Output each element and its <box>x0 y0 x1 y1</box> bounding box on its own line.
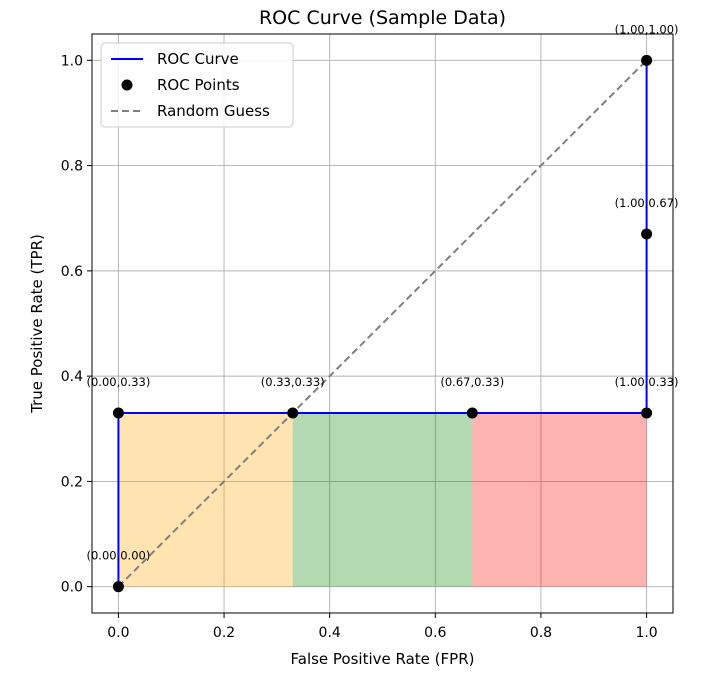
roc-point <box>641 54 653 66</box>
x-tick-label: 0.8 <box>530 625 552 641</box>
x-ticks: 0.0 0.2 0.4 0.6 0.8 1.0 <box>107 613 658 641</box>
plot-frame <box>91 33 674 614</box>
x-tick-label: 0.6 <box>424 625 446 641</box>
point-label: (1.00,0.33) <box>615 375 679 389</box>
point-label: (0.00,0.33) <box>86 375 150 389</box>
roc-point <box>641 407 653 419</box>
legend-label: Random Guess <box>157 102 270 120</box>
y-tick-label: 0.4 <box>61 369 83 385</box>
y-tick-label: 0.0 <box>61 580 83 596</box>
x-tick-label: 0.2 <box>213 625 235 641</box>
point-label: (0.00,0.00) <box>86 549 150 563</box>
random-guess-line <box>117 59 648 588</box>
point-label: (1.00,1.00) <box>615 22 679 36</box>
roc-point <box>287 407 299 419</box>
point-label: (1.00,0.67) <box>615 196 679 210</box>
x-tick-label: 0.0 <box>107 625 129 641</box>
shaded-region-3 <box>472 412 647 587</box>
legend-marker-points <box>121 79 133 91</box>
shaded-regions <box>118 412 647 587</box>
x-axis-label: False Positive Rate (FPR) <box>291 650 475 668</box>
x-tick-label: 0.4 <box>319 625 341 641</box>
y-tick-label: 0.8 <box>61 159 83 175</box>
legend-box <box>100 42 294 128</box>
point-label: (0.67,0.33) <box>440 375 504 389</box>
roc-point <box>112 581 124 593</box>
legend: ROC Curve ROC Points Random Guess <box>100 42 294 128</box>
roc-points <box>112 54 653 593</box>
roc-point <box>466 407 478 419</box>
legend-label: ROC Curve <box>157 50 239 68</box>
y-tick-label: 0.2 <box>61 474 83 490</box>
y-tick-label: 1.0 <box>61 53 83 69</box>
y-tick-label: 0.6 <box>61 264 83 280</box>
y-axis-label: True Positive Rate (TPR) <box>28 234 46 414</box>
shaded-region-2 <box>292 412 473 587</box>
roc-point <box>641 228 653 240</box>
y-ticks: 0.0 0.2 0.4 0.6 0.8 1.0 <box>61 53 92 596</box>
legend-label: ROC Points <box>157 76 240 94</box>
chart-title: ROC Curve (Sample Data) <box>259 7 506 29</box>
x-tick-label: 1.0 <box>635 625 657 641</box>
point-labels: (0.00,0.00) (0.00,0.33) (0.33,0.33) (0.67,0… <box>86 22 678 562</box>
point-label: (0.33,0.33) <box>261 375 325 389</box>
roc-point <box>112 407 124 419</box>
